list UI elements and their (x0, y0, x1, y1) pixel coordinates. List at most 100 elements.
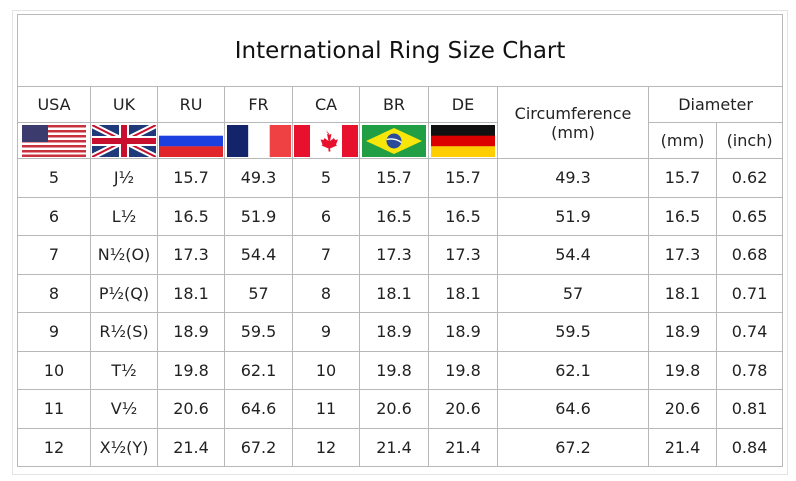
cell-diameter-mm: 17.3 (648, 235, 717, 275)
cell-usa: 7 (17, 235, 91, 275)
cell-ru: 21.4 (157, 427, 225, 467)
cell-usa: 5 (17, 158, 91, 198)
header-ru: RU (157, 86, 225, 123)
table-row: 8 P½(Q) 18.1 57 8 18.1 18.1 57 18.1 0.71 (17, 273, 784, 313)
cell-diameter-mm: 18.1 (648, 273, 717, 313)
header-ca: CA (292, 86, 360, 123)
cell-circumference-mm: 57 (497, 273, 649, 313)
cell-br: 16.5 (359, 196, 429, 236)
cell-circumference-mm: 51.9 (497, 196, 649, 236)
france-flag-icon (226, 124, 291, 157)
cell-br: 20.6 (359, 389, 429, 429)
russia-flag-cell (157, 122, 225, 159)
cell-ru: 20.6 (157, 389, 225, 429)
cell-circumference-mm: 59.5 (497, 312, 649, 352)
table-row: 12 X½(Y) 21.4 67.2 12 21.4 21.4 67.2 21.4 0.84 (17, 427, 784, 467)
cell-br: 17.3 (359, 235, 429, 275)
header-fr: FR (224, 86, 293, 123)
cell-diameter-inch: 0.78 (715, 350, 784, 390)
cell-diameter-inch: 0.65 (715, 196, 784, 236)
cell-ru: 19.8 (157, 350, 225, 390)
cell-ca: 6 (292, 196, 360, 236)
uk-flag-cell (90, 122, 158, 159)
cell-usa: 9 (17, 312, 91, 352)
usa-flag-cell (17, 122, 91, 159)
table-row: 5 J½ 15.7 49.3 5 15.7 15.7 49.3 15.7 0.62 (17, 158, 784, 198)
canada-flag-cell (292, 122, 360, 159)
cell-fr: 49.3 (224, 158, 293, 198)
cell-br: 18.9 (359, 312, 429, 352)
cell-diameter-mm: 15.7 (648, 158, 717, 198)
header-diameter-inch: (inch) (715, 122, 784, 159)
chart-frame (12, 10, 788, 475)
cell-br: 18.1 (359, 273, 429, 313)
russia-flag-icon (159, 124, 223, 157)
cell-fr: 62.1 (224, 350, 293, 390)
header-uk: UK (90, 86, 158, 123)
cell-diameter-inch: 0.81 (715, 389, 784, 429)
cell-ca: 7 (292, 235, 360, 275)
cell-fr: 67.2 (224, 427, 293, 467)
cell-circumference-mm: 62.1 (497, 350, 649, 390)
cell-uk: T½ (90, 350, 158, 390)
ring-size-table: International Ring Size Chart USA UK RU … (16, 14, 784, 467)
table-row: 9 R½(S) 18.9 59.5 9 18.9 18.9 59.5 18.9 0.74 (17, 312, 784, 352)
cell-usa: 11 (17, 389, 91, 429)
cell-de: 15.7 (428, 158, 498, 198)
cell-usa: 8 (17, 273, 91, 313)
cell-diameter-inch: 0.74 (715, 312, 784, 352)
cell-br: 15.7 (359, 158, 429, 198)
cell-diameter-mm: 16.5 (648, 196, 717, 236)
brazil-flag-cell (359, 122, 429, 159)
germany-flag-icon (431, 124, 495, 157)
cell-ca: 9 (292, 312, 360, 352)
cell-uk: R½(S) (90, 312, 158, 352)
cell-de: 16.5 (428, 196, 498, 236)
cell-br: 19.8 (359, 350, 429, 390)
header-diameter-mm: (mm) (648, 122, 717, 159)
cell-de: 20.6 (428, 389, 498, 429)
header-de: DE (428, 86, 498, 123)
cell-circumference-mm: 67.2 (497, 427, 649, 467)
uk-flag-icon (92, 124, 156, 157)
cell-de: 19.8 (428, 350, 498, 390)
cell-de: 17.3 (428, 235, 498, 275)
header-circumference: Circumference (mm) (497, 86, 649, 159)
cell-circumference-mm: 54.4 (497, 235, 649, 275)
cell-uk: N½(O) (90, 235, 158, 275)
cell-ca: 8 (292, 273, 360, 313)
brazil-flag-icon (362, 124, 426, 157)
cell-fr: 57 (224, 273, 293, 313)
cell-diameter-mm: 18.9 (648, 312, 717, 352)
header-diameter: Diameter (647, 86, 784, 123)
table-row: 6 L½ 16.5 51.9 6 16.5 16.5 51.9 16.5 0.65 (17, 196, 784, 236)
cell-diameter-mm: 21.4 (648, 427, 717, 467)
cell-ca: 11 (292, 389, 360, 429)
table-row: 11 V½ 20.6 64.6 11 20.6 20.6 64.6 20.6 0.81 (17, 389, 784, 429)
cell-diameter-inch: 0.84 (715, 427, 784, 467)
cell-ru: 17.3 (157, 235, 225, 275)
cell-diameter-inch: 0.62 (715, 158, 784, 198)
cell-diameter-inch: 0.71 (715, 273, 784, 313)
cell-diameter-mm: 19.8 (648, 350, 717, 390)
cell-usa: 10 (17, 350, 91, 390)
cell-circumference-mm: 49.3 (497, 158, 649, 198)
circumference-label: Circumference (514, 103, 632, 123)
cell-ca: 5 (292, 158, 360, 198)
cell-fr: 51.9 (224, 196, 293, 236)
cell-ru: 18.9 (157, 312, 225, 352)
cell-usa: 12 (17, 427, 91, 467)
cell-ru: 16.5 (157, 196, 225, 236)
canada-flag-icon (294, 124, 358, 157)
cell-uk: V½ (90, 389, 158, 429)
cell-de: 21.4 (428, 427, 498, 467)
cell-de: 18.1 (428, 273, 498, 313)
cell-br: 21.4 (359, 427, 429, 467)
cell-fr: 64.6 (224, 389, 293, 429)
cell-uk: P½(Q) (90, 273, 158, 313)
cell-fr: 59.5 (224, 312, 293, 352)
cell-usa: 6 (17, 196, 91, 236)
cell-circumference-mm: 64.6 (497, 389, 649, 429)
cell-uk: J½ (90, 158, 158, 198)
cell-ca: 12 (292, 427, 360, 467)
